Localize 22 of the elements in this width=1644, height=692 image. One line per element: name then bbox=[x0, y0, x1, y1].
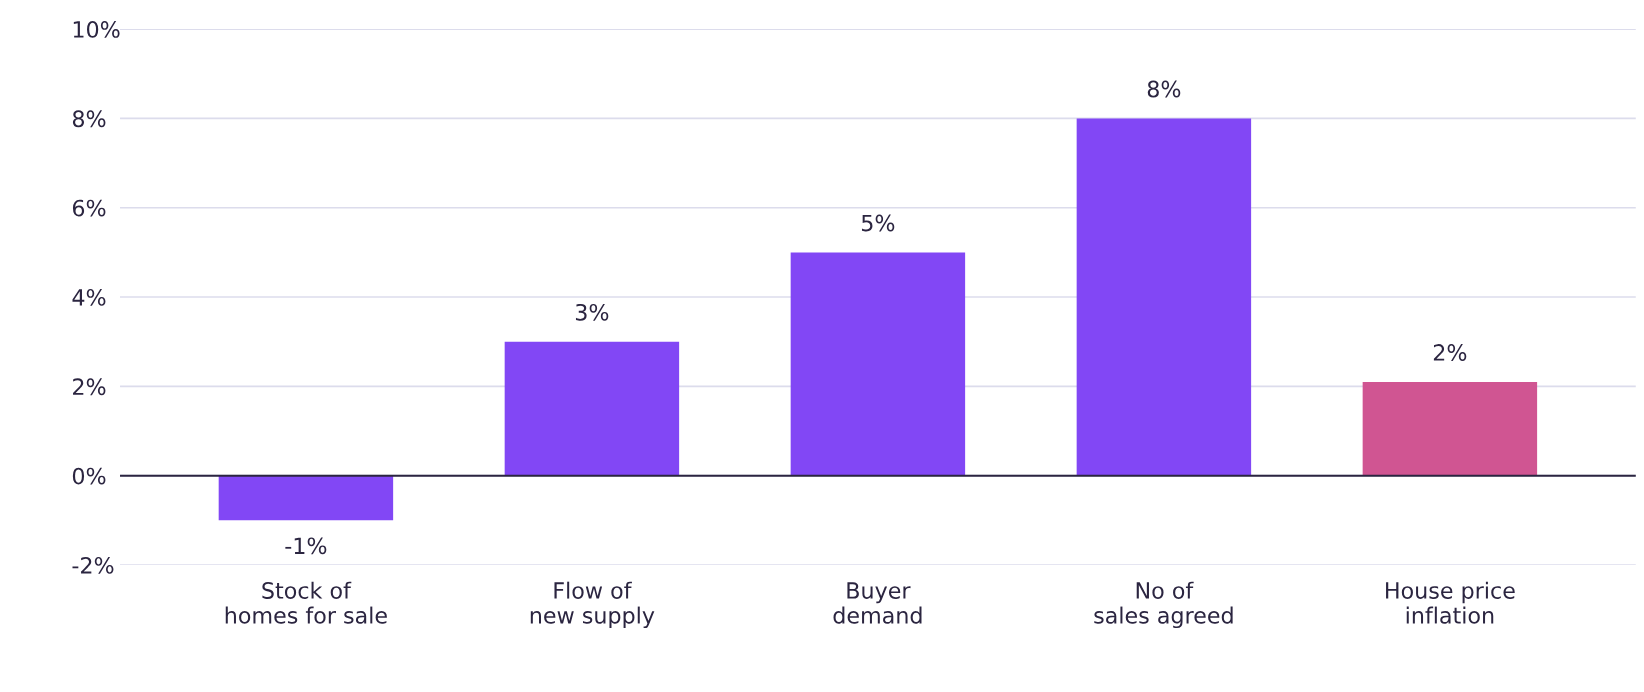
x-tick-label: Buyer demand bbox=[833, 582, 922, 624]
y-tick-label: 0% bbox=[72, 467, 106, 485]
x-tick-label: Stock of homes for sale bbox=[225, 581, 387, 624]
x-tick-label: House price inflation bbox=[1386, 581, 1515, 624]
y-tick-label: 4% bbox=[72, 288, 106, 306]
y-tick-label: 2% bbox=[73, 378, 106, 396]
y-tick-label: 8% bbox=[72, 110, 106, 128]
x-tick-label: Flow of new supply bbox=[530, 581, 655, 629]
y-tick-label: 10% bbox=[73, 21, 120, 38]
bar bbox=[504, 341, 680, 476]
y-tick-label: 6% bbox=[72, 199, 106, 217]
data-label: -1% bbox=[285, 537, 327, 555]
bar bbox=[1362, 381, 1538, 476]
bar bbox=[1076, 118, 1252, 476]
data-label: 2% bbox=[1433, 344, 1467, 361]
y-tick-label: -2% bbox=[72, 556, 114, 574]
data-label: 3% bbox=[575, 303, 609, 321]
x-tick-label: No of sales agreed bbox=[1094, 581, 1233, 629]
bar bbox=[790, 252, 966, 476]
data-label: 5% bbox=[861, 214, 895, 232]
data-label: 8% bbox=[1147, 80, 1181, 98]
bar bbox=[218, 475, 394, 521]
